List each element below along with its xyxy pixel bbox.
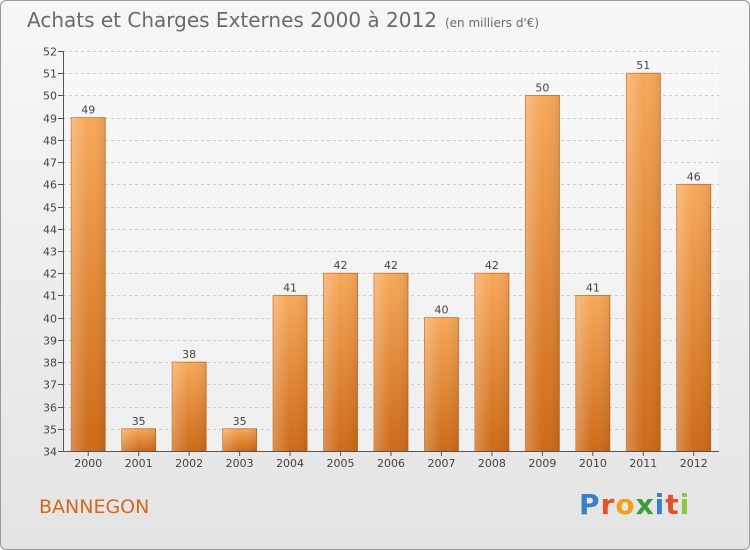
data-label: 50 xyxy=(535,81,549,94)
bar-shine xyxy=(525,95,560,451)
x-tick-label: 2008 xyxy=(478,457,506,470)
bar-shine xyxy=(121,428,156,451)
x-tick-label: 2000 xyxy=(74,457,102,470)
x-tick-label: 2010 xyxy=(579,457,607,470)
bar-shine xyxy=(172,362,207,451)
y-tick-label: 46 xyxy=(43,179,57,192)
logo-letter: i xyxy=(654,488,666,521)
bar-shine xyxy=(222,428,257,451)
chart-title: Achats et Charges Externes 2000 à 2012 (e… xyxy=(27,8,539,32)
bar-shine xyxy=(323,273,358,451)
y-tick-label: 48 xyxy=(43,135,57,148)
x-tick-label: 2007 xyxy=(427,457,455,470)
labels-layer: 49 35 38 35 41 42 42 40 42 50 41 51 46 xyxy=(81,59,701,428)
x-tick-label: 2002 xyxy=(175,457,203,470)
bar-shine xyxy=(424,317,459,451)
x-tick-label: 2012 xyxy=(680,457,708,470)
y-tick-label: 35 xyxy=(43,424,57,437)
y-tick-label: 40 xyxy=(43,313,57,326)
x-tick-label: 2005 xyxy=(327,457,355,470)
y-tick-label: 37 xyxy=(43,379,57,392)
data-label: 51 xyxy=(636,59,650,72)
data-label: 35 xyxy=(132,415,146,428)
x-tick-label: 2004 xyxy=(276,457,304,470)
y-tick-label: 50 xyxy=(43,90,57,103)
commune-name: BANNEGON xyxy=(39,496,150,518)
bars-layer xyxy=(70,72,712,452)
data-label: 49 xyxy=(81,104,95,117)
data-label: 40 xyxy=(434,304,448,317)
y-tick-label: 43 xyxy=(43,246,57,259)
y-tick-label: 39 xyxy=(43,335,57,348)
bar-shine xyxy=(575,295,610,451)
chart-title-text: Achats et Charges Externes 2000 à 2012 xyxy=(27,8,437,32)
data-label: 46 xyxy=(687,170,701,183)
y-tick-label: 52 xyxy=(43,46,57,59)
y-tick-label: 38 xyxy=(43,357,57,370)
chart-unit: (en milliers d'€) xyxy=(444,16,540,30)
x-tick-label: 2009 xyxy=(528,457,556,470)
bar-shine xyxy=(474,273,509,451)
logo-letter: P xyxy=(579,488,601,521)
x-tick-label: 2003 xyxy=(226,457,254,470)
y-tick-label: 51 xyxy=(43,68,57,81)
data-label: 42 xyxy=(384,259,398,272)
bar-shine xyxy=(71,117,106,452)
bar-shine xyxy=(626,73,661,451)
bar-shine xyxy=(374,273,408,451)
y-tick-label: 42 xyxy=(43,268,57,281)
data-label: 35 xyxy=(233,415,247,428)
axis-layer: 34 35 36 37 38 39 40 41 42 43 44 45 46 47 48 49 50 51 52 20… xyxy=(43,46,719,470)
x-tick-label: 2006 xyxy=(377,457,405,470)
data-label: 42 xyxy=(334,259,348,272)
logo-letter: r xyxy=(600,488,616,521)
bar-shine xyxy=(273,295,308,451)
data-label: 38 xyxy=(182,348,196,361)
y-tick-label: 45 xyxy=(43,202,57,215)
y-tick-label: 36 xyxy=(43,402,57,415)
logo-letter: x xyxy=(635,488,655,521)
y-tick-label: 41 xyxy=(43,290,57,303)
data-label: 42 xyxy=(485,259,499,272)
x-tick-label: 2001 xyxy=(125,457,153,470)
bar-shine xyxy=(676,184,711,452)
logo-letter: o xyxy=(615,488,636,521)
logo-letter: t xyxy=(665,488,680,521)
x-tick-label: 2011 xyxy=(629,457,657,470)
y-tick-label: 34 xyxy=(43,446,57,459)
logo-letter: i xyxy=(679,488,691,521)
proxiti-logo: Proxiti xyxy=(579,488,690,521)
data-label: 41 xyxy=(283,281,297,294)
y-tick-label: 44 xyxy=(43,224,57,237)
y-tick-label: 49 xyxy=(43,113,57,126)
data-label: 41 xyxy=(586,281,600,294)
y-tick-label: 47 xyxy=(43,157,57,170)
